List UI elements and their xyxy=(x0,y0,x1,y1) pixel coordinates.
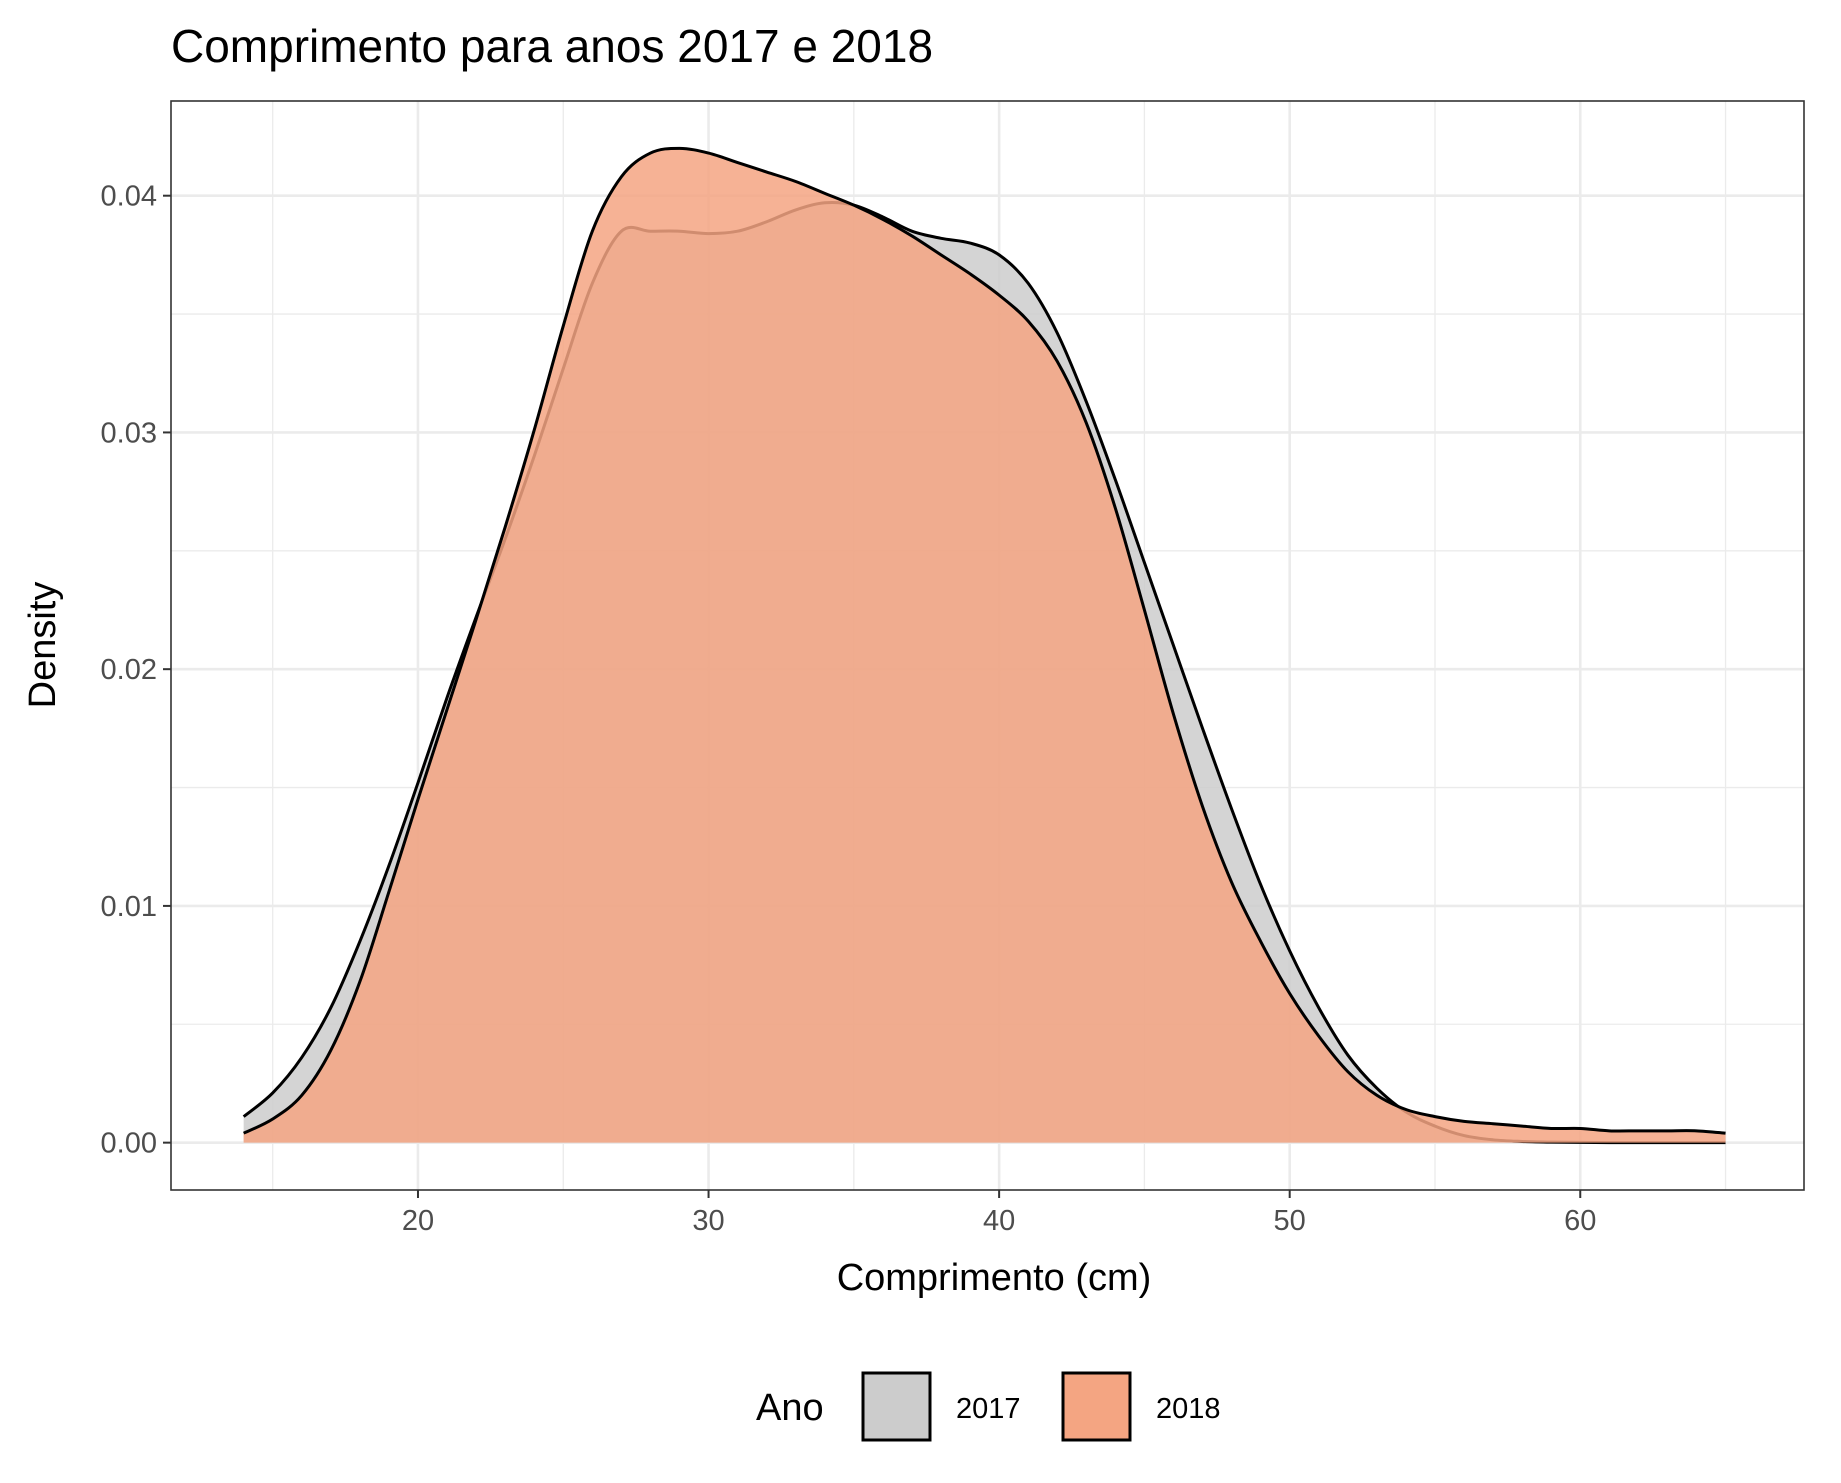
density-area-2018 xyxy=(243,148,1726,1143)
density-line-2018 xyxy=(242,146,1726,1135)
legend: Ano 2017 2018 xyxy=(756,1371,1221,1442)
chart-title: Comprimento para anos 2017 e 2018 xyxy=(171,20,933,72)
y-tick-label: 0.01 xyxy=(101,891,157,923)
x-tick-label: 50 xyxy=(1274,1205,1306,1237)
x-tick-label: 60 xyxy=(1564,1205,1596,1237)
plot-border xyxy=(170,100,1805,1191)
legend-key-2018 xyxy=(1061,1371,1132,1442)
y-axis: 0.00 0.01 0.02 0.03 0.04 xyxy=(101,181,171,1160)
y-tick-label: 0.04 xyxy=(101,181,157,213)
y-axis-title: Density xyxy=(22,582,64,709)
density-areas xyxy=(242,146,1726,1145)
legend-title: Ano xyxy=(756,1387,824,1429)
y-tick-label: 0.03 xyxy=(101,417,157,449)
x-axis-title: Comprimento (cm) xyxy=(837,1257,1152,1299)
x-axis: 20 30 40 50 60 xyxy=(402,1190,1596,1237)
x-tick-label: 30 xyxy=(692,1205,724,1237)
legend-key-2017 xyxy=(861,1371,932,1442)
y-tick-label: 0.00 xyxy=(101,1128,157,1160)
x-tick-label: 20 xyxy=(402,1205,434,1237)
legend-label-2018: 2018 xyxy=(1156,1393,1221,1425)
x-tick-label: 40 xyxy=(983,1205,1015,1237)
legend-label-2017: 2017 xyxy=(956,1393,1021,1425)
y-tick-label: 0.02 xyxy=(101,654,157,686)
